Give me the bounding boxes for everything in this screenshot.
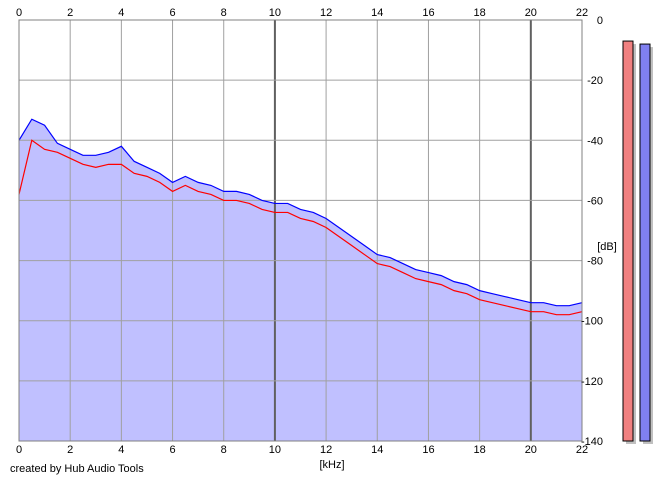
level-meter-bar: [639, 43, 651, 442]
area-layer: [19, 119, 582, 441]
y-tick-label: -20: [587, 75, 603, 87]
x-tick-label-top: 16: [422, 7, 434, 19]
y-tick-label: -140: [581, 436, 603, 448]
x-tick-label-bottom: 16: [422, 444, 434, 456]
x-tick-label-bottom: 14: [371, 444, 383, 456]
x-axis-label: [kHz]: [319, 459, 344, 471]
y-tick-label: -60: [587, 195, 603, 207]
x-tick-label-bottom: 0: [16, 444, 22, 456]
y-tick-label: -100: [581, 316, 603, 328]
x-tick-label-bottom: 22: [576, 444, 588, 456]
x-tick-label-top: 10: [269, 7, 281, 19]
y-tick-label: 0: [597, 15, 603, 27]
x-tick-label-top: 18: [474, 7, 486, 19]
x-tick-label-top: 12: [320, 7, 332, 19]
x-tick-label-top: 22: [576, 7, 588, 19]
x-tick-label-top: 2: [67, 7, 73, 19]
x-tick-label-bottom: 4: [118, 444, 124, 456]
series-line-2: [18, 118, 583, 307]
series-layer: [18, 118, 583, 316]
tick-layer: 002244668810101212141416161818202022220-…: [16, 7, 603, 456]
y-axis-label: [dB]: [597, 241, 617, 253]
x-tick-label-bottom: 6: [169, 444, 175, 456]
spectrum-area: [19, 119, 582, 441]
x-tick-label-bottom: 18: [474, 444, 486, 456]
level-meters: [622, 40, 653, 445]
y-tick-label: -80: [587, 256, 603, 268]
x-tick-label-bottom: 10: [269, 444, 281, 456]
x-tick-label-bottom: 20: [525, 444, 537, 456]
x-tick-label-top: 0: [16, 7, 22, 19]
x-tick-label-bottom: 2: [67, 444, 73, 456]
series-line-1: [18, 139, 583, 316]
x-tick-label-bottom: 8: [221, 444, 227, 456]
x-tick-label-top: 14: [371, 7, 383, 19]
plot-frame: [18, 19, 583, 442]
x-tick-label-top: 4: [118, 7, 124, 19]
x-tick-label-top: 20: [525, 7, 537, 19]
x-tick-label-top: 8: [221, 7, 227, 19]
grid-layer: [19, 20, 582, 441]
x-tick-label-top: 6: [169, 7, 175, 19]
y-tick-label: -40: [587, 135, 603, 147]
x-tick-label-bottom: 12: [320, 444, 332, 456]
credit-text: created by Hub Audio Tools: [10, 463, 144, 475]
y-tick-label: -120: [581, 376, 603, 388]
level-meter-bar: [622, 40, 634, 442]
